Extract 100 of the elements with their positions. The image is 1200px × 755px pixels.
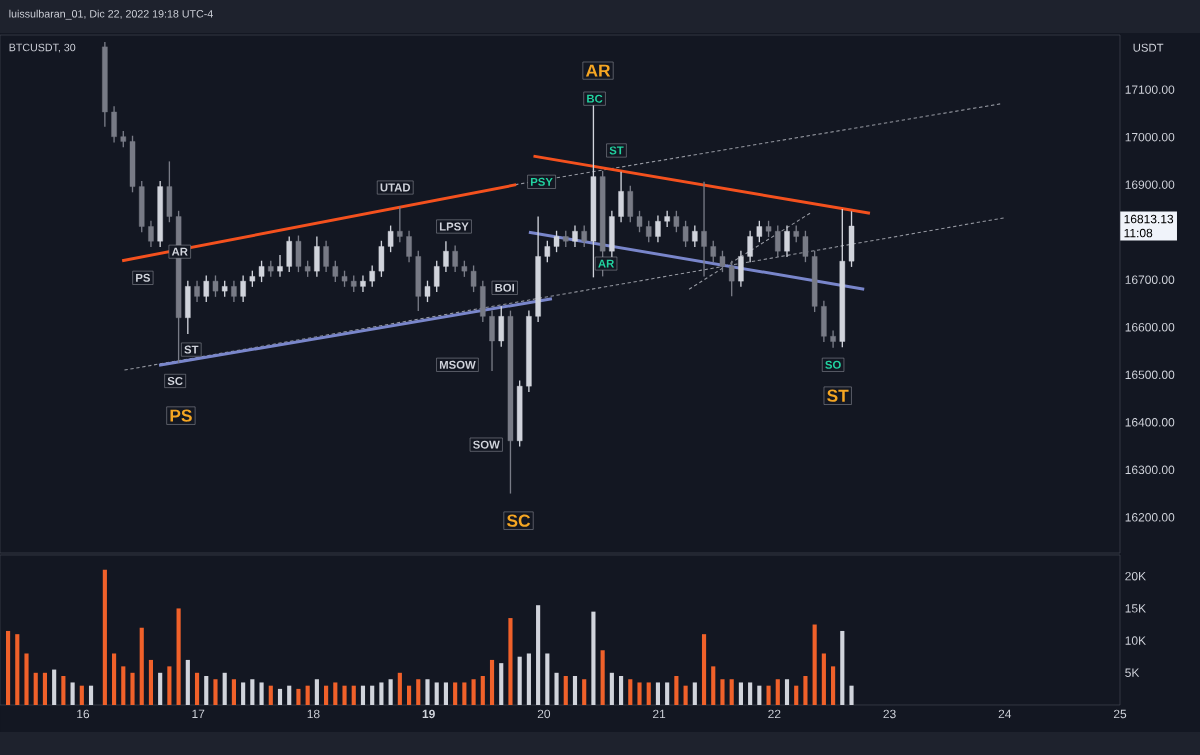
- candlestick: [166, 160, 173, 223]
- bar: [70, 682, 75, 705]
- candlestick: [332, 260, 339, 283]
- candlestick: [498, 305, 504, 348]
- annotation: PSY: [530, 177, 553, 186]
- y-tick-label: 16200.00: [1125, 513, 1175, 522]
- bar: [259, 682, 264, 705]
- bar: [711, 666, 716, 705]
- bar: [342, 685, 347, 705]
- bar: [324, 685, 329, 705]
- candlestick: [645, 220, 652, 243]
- text: luissulbaran_01, Dic 22, 2022 19:18 UTC-4: [9, 9, 213, 20]
- bar: [277, 688, 283, 705]
- candlestick: [636, 210, 643, 233]
- candlestick: [139, 180, 145, 233]
- bar: [112, 653, 117, 705]
- candlestick: [627, 184, 634, 223]
- bar: [849, 685, 854, 705]
- candlestick: [710, 240, 716, 263]
- x-tick-label: 18: [307, 709, 320, 719]
- bar: [738, 682, 743, 705]
- y-tick-label: 15K: [1125, 604, 1146, 613]
- bar: [434, 682, 439, 705]
- bar: [121, 666, 126, 705]
- bar: [231, 679, 236, 705]
- candlestick: [581, 224, 587, 248]
- bar: [784, 679, 790, 705]
- bar: [33, 672, 38, 705]
- annotation: BC: [587, 94, 603, 103]
- candlestick: [516, 379, 523, 448]
- candlestick: [775, 224, 781, 258]
- bar: [241, 682, 246, 705]
- candlestick: [682, 220, 689, 248]
- bar: [379, 682, 384, 705]
- bar: [812, 624, 817, 705]
- bar: [840, 630, 845, 705]
- bar: [517, 656, 522, 705]
- bar: [508, 618, 513, 705]
- candlestick: [839, 208, 846, 348]
- candlestick: [756, 220, 763, 243]
- bar: [665, 682, 670, 705]
- y-tick-label: 16700.00: [1125, 275, 1175, 284]
- annotation: PS: [136, 273, 150, 282]
- bar: [554, 672, 559, 705]
- bar: [701, 634, 707, 705]
- bar: [416, 679, 421, 705]
- x-tick-label: 25: [1113, 709, 1127, 719]
- bar: [591, 611, 596, 705]
- x-tick-label: 19: [422, 709, 435, 719]
- bar: [268, 685, 273, 705]
- bar: [351, 685, 356, 705]
- bar: [729, 679, 734, 705]
- x-tick-label: 16: [77, 709, 90, 719]
- candlestick: [378, 240, 385, 278]
- bar: [775, 679, 780, 705]
- bar: [637, 682, 642, 705]
- candlestick: [811, 250, 818, 313]
- candlestick: [203, 274, 209, 303]
- annotation: AR: [585, 64, 611, 77]
- annotation: AR: [598, 259, 615, 268]
- y-tick-label: 16400.00: [1125, 418, 1175, 427]
- bar: [213, 679, 218, 705]
- candlestick: [553, 230, 560, 253]
- bar: [480, 676, 485, 705]
- bar: [794, 685, 799, 705]
- bar: [102, 569, 107, 705]
- bar: [683, 685, 688, 705]
- bar: [185, 659, 190, 705]
- bar: [139, 627, 144, 705]
- annotation: ST: [184, 345, 199, 354]
- bar: [545, 653, 550, 705]
- bar: [609, 672, 614, 705]
- bar: [130, 672, 135, 705]
- candlestick: [212, 274, 219, 298]
- bar: [526, 653, 531, 705]
- candlestick: [258, 260, 265, 283]
- candlestick: [507, 309, 514, 495]
- bar: [462, 682, 467, 705]
- bar: [600, 650, 605, 705]
- bar: [314, 679, 319, 705]
- bar: [655, 682, 661, 705]
- candlestick: [470, 264, 477, 293]
- bar: [821, 653, 826, 705]
- candlestick: [129, 135, 136, 193]
- bar: [333, 682, 338, 705]
- candlestick: [387, 224, 394, 253]
- x-tick-label: 20: [537, 709, 551, 719]
- x-tick-label: 21: [653, 709, 666, 719]
- candlestick: [692, 224, 698, 248]
- annotation: MSOW: [439, 360, 476, 369]
- y-tick-label: 17000.00: [1125, 132, 1175, 142]
- bar: [15, 634, 20, 705]
- bar: [619, 676, 624, 705]
- bar: [646, 682, 651, 705]
- bar: [24, 653, 29, 705]
- y-axis-title: USDT: [1133, 43, 1164, 52]
- y-tick-label: 16500.00: [1125, 370, 1175, 380]
- bar: [406, 685, 412, 705]
- bar: [453, 682, 458, 705]
- bar: [757, 685, 762, 705]
